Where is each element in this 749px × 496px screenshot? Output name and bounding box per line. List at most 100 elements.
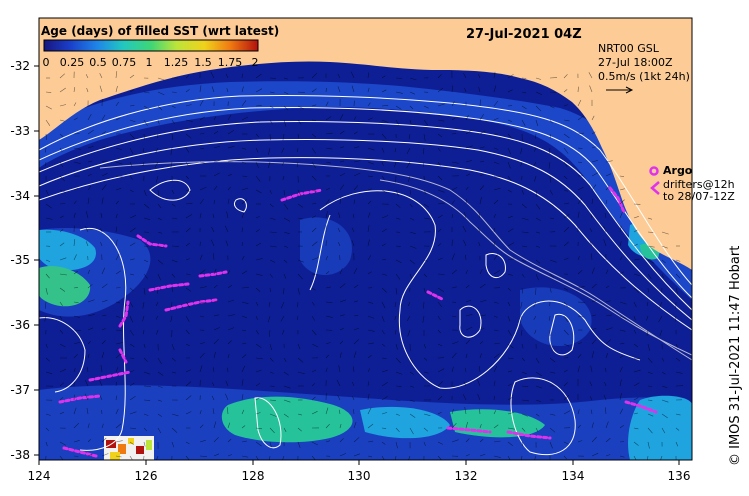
current-vector (87, 284, 93, 289)
current-vector (338, 409, 341, 415)
current-vector (577, 301, 585, 303)
current-vector (423, 357, 428, 361)
current-vector (115, 408, 119, 415)
current-vector (381, 273, 387, 276)
current-vector (381, 75, 386, 79)
current-vector (605, 285, 610, 289)
current-vector (577, 115, 584, 121)
current-vector (212, 408, 215, 415)
current-vector (269, 259, 276, 263)
current-vector (351, 240, 355, 247)
current-vector (519, 315, 523, 323)
current-vector (563, 382, 568, 387)
current-vector (521, 259, 526, 263)
current-vector (479, 408, 481, 415)
current-vector (451, 286, 457, 289)
current-vector (408, 175, 411, 182)
current-vector (507, 74, 514, 79)
current-vector (563, 147, 569, 154)
current-vector (199, 186, 207, 191)
current-vector (269, 441, 272, 448)
current-vector (591, 422, 594, 429)
current-vector (507, 287, 512, 292)
current-vector (422, 161, 425, 167)
current-vector (507, 258, 515, 261)
current-vector (143, 259, 149, 263)
lat-label: -36 (10, 318, 30, 332)
current-vector (241, 100, 247, 107)
current-vector (185, 147, 190, 153)
current-vector (619, 367, 623, 373)
current-vector (465, 438, 470, 443)
current-vector (563, 369, 568, 373)
scale-arrowhead-icon (625, 86, 634, 94)
current-vector (143, 203, 150, 209)
current-vector (227, 173, 232, 177)
current-vector (367, 255, 372, 261)
current-vector (129, 301, 134, 308)
current-vector (647, 259, 655, 264)
current-vector (255, 397, 260, 401)
current-vector (213, 185, 218, 191)
current-vector (297, 413, 302, 416)
current-vector (463, 73, 467, 79)
current-vector (129, 427, 136, 429)
current-vector (311, 119, 317, 122)
current-vector (451, 101, 455, 107)
current-vector (157, 399, 162, 402)
current-vector (493, 315, 498, 318)
current-vector (199, 254, 203, 261)
current-vector (282, 175, 285, 181)
current-vector (311, 88, 317, 93)
current-vector (493, 353, 500, 359)
current-vector (45, 357, 50, 362)
shelf-isobath (99, 161, 692, 361)
current-vector (73, 422, 80, 429)
current-vector (521, 399, 529, 402)
current-vector (521, 413, 528, 417)
current-vector (521, 427, 526, 432)
map-date-title: 27-Jul-2021 04Z (466, 27, 582, 42)
current-vector (563, 329, 569, 336)
current-vector (479, 328, 485, 331)
current-vector (590, 365, 593, 373)
current-vector (101, 131, 107, 135)
current-vector (73, 287, 78, 289)
current-vector (381, 329, 385, 335)
current-vector (87, 113, 92, 121)
current-vector (73, 212, 76, 219)
current-vector (633, 229, 638, 233)
current-vector (45, 273, 50, 279)
current-vector (311, 301, 315, 306)
current-vector (101, 197, 104, 205)
current-vector (143, 217, 151, 220)
current-vector (171, 287, 174, 292)
current-vector (493, 254, 498, 261)
current-vector (478, 87, 481, 93)
current-vector (633, 258, 640, 261)
current-vector (493, 329, 499, 332)
current-vector (675, 259, 681, 262)
current-vector (157, 203, 162, 209)
current-vector (451, 315, 457, 318)
current-vector (563, 441, 569, 445)
colorbar-tick-label: 0.75 (112, 56, 137, 69)
current-vector (241, 175, 248, 177)
current-vector (381, 147, 385, 153)
current-vector (115, 85, 118, 93)
current-vector (451, 341, 459, 345)
current-vector (171, 189, 175, 194)
current-vector (269, 105, 274, 109)
current-vector (603, 239, 607, 247)
current-vector (563, 257, 569, 261)
current-vector (619, 408, 624, 415)
current-vector (479, 299, 487, 303)
current-vector (241, 242, 244, 247)
current-vector (225, 73, 229, 79)
current-vector (507, 228, 514, 233)
current-vector (493, 240, 496, 247)
current-vector (255, 161, 259, 169)
current-vector (395, 105, 402, 110)
current-vector (213, 145, 220, 149)
